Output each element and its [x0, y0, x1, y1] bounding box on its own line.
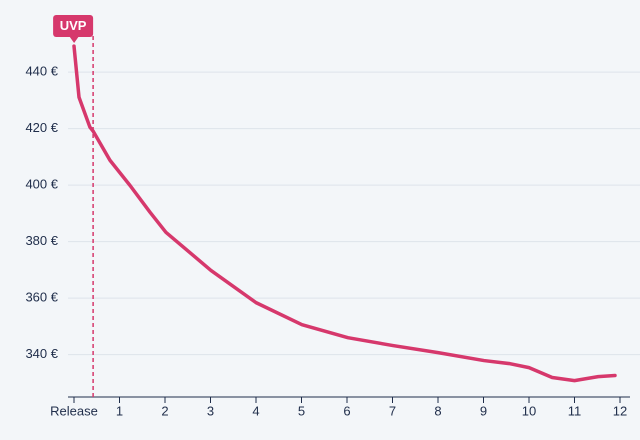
x-tick-label: 3 [207, 403, 214, 418]
x-tick-label: 1 [116, 403, 123, 418]
y-tick-label: 420 € [25, 120, 58, 135]
x-tick-label: 10 [522, 403, 536, 418]
x-tick-label: 4 [252, 403, 259, 418]
x-tick-label: 11 [568, 403, 582, 418]
annotation-label: UVP [60, 18, 87, 33]
y-tick-label: 440 € [25, 64, 58, 79]
line-series [72, 44, 617, 383]
y-tick-label: 380 € [25, 233, 58, 248]
y-tick-label: 400 € [25, 177, 58, 192]
annotation-pointer [69, 36, 80, 43]
x-tick-label: 5 [298, 403, 305, 418]
x-tick-label: 7 [389, 403, 396, 418]
x-tick-label: 9 [480, 403, 487, 418]
x-tick-label: 8 [434, 403, 441, 418]
annotation: UVP [53, 15, 94, 43]
y-tick-label: 340 € [25, 346, 58, 361]
x-tick-label: 2 [161, 403, 168, 418]
x-tick-label: 6 [343, 403, 350, 418]
x-tick-label: Release [50, 403, 98, 418]
x-tick-label: 12 [613, 403, 627, 418]
annotation-box [53, 15, 94, 37]
y-tick-label: 360 € [25, 290, 58, 305]
